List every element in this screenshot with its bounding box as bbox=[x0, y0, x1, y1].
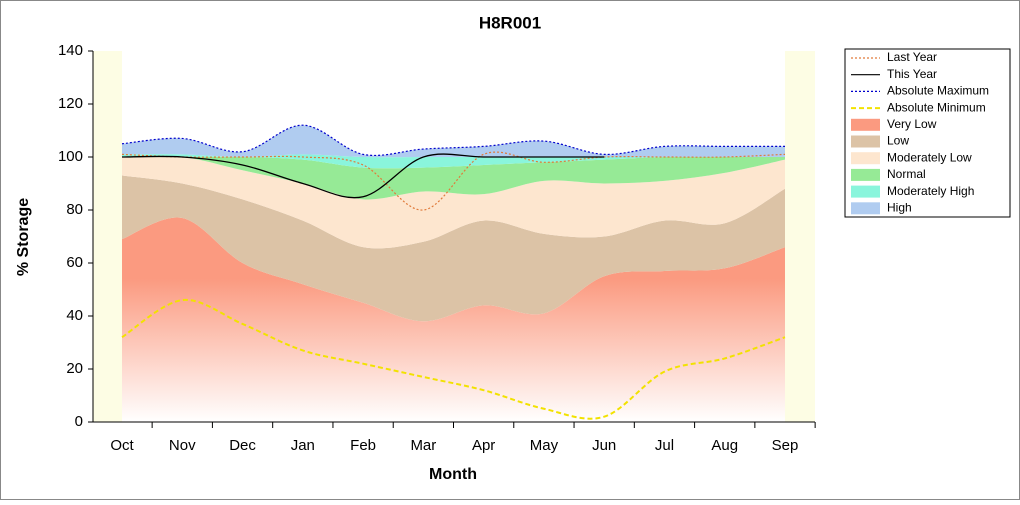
y-tick-label: 120 bbox=[58, 95, 83, 112]
y-tick-label: 0 bbox=[75, 413, 83, 430]
area-band bbox=[122, 217, 785, 422]
legend-swatch bbox=[851, 168, 880, 181]
x-tick-label: Feb bbox=[350, 437, 376, 454]
y-tick-label: 20 bbox=[66, 360, 83, 377]
area-band bbox=[122, 175, 785, 322]
legend-label: Very Low bbox=[887, 117, 937, 131]
x-tick-label: Sep bbox=[772, 437, 799, 454]
y-axis-label: % Storage bbox=[15, 198, 32, 276]
area-band bbox=[122, 154, 785, 169]
legend-swatch bbox=[851, 118, 880, 131]
legend-swatch bbox=[851, 185, 880, 198]
x-tick-label: Mar bbox=[410, 437, 436, 454]
legend-swatch bbox=[851, 152, 880, 165]
chart-title: H8R001 bbox=[479, 13, 541, 32]
y-tick-label: 60 bbox=[66, 254, 83, 271]
line-series bbox=[121, 299, 786, 420]
x-axis-label: Month bbox=[429, 466, 477, 483]
y-tick-label: 100 bbox=[58, 148, 83, 165]
y-tick-label: 80 bbox=[66, 201, 83, 218]
y-tick-label: 140 bbox=[58, 42, 83, 59]
legend-label: Moderately High bbox=[887, 184, 974, 198]
x-tick-label: Apr bbox=[472, 437, 495, 454]
legend-label: Normal bbox=[887, 167, 926, 181]
legend-swatch bbox=[851, 202, 880, 215]
line-series bbox=[121, 151, 786, 211]
x-tick-label: Aug bbox=[711, 437, 738, 454]
x-tick-label: May bbox=[530, 437, 559, 454]
legend-label: Absolute Minimum bbox=[887, 100, 986, 114]
legend-label: This Year bbox=[887, 67, 937, 81]
x-tick-label: Nov bbox=[169, 437, 196, 454]
x-tick-label: Jul bbox=[655, 437, 674, 454]
legend-label: Last Year bbox=[887, 50, 937, 64]
area-band bbox=[122, 156, 785, 249]
legend-label: High bbox=[887, 200, 912, 214]
line-series bbox=[121, 153, 605, 199]
area-band bbox=[122, 156, 785, 200]
x-tick-label: Dec bbox=[229, 437, 256, 454]
legend-label: Moderately Low bbox=[887, 150, 972, 164]
legend-swatch bbox=[851, 135, 880, 148]
x-tick-label: Jun bbox=[592, 437, 616, 454]
area-band bbox=[122, 125, 785, 158]
x-tick-label: Oct bbox=[110, 437, 134, 454]
y-tick-label: 40 bbox=[66, 307, 83, 324]
legend-label: Absolute Maximum bbox=[887, 84, 989, 98]
legend-label: Low bbox=[887, 134, 909, 148]
x-tick-label: Jan bbox=[291, 437, 315, 454]
line-series bbox=[121, 124, 785, 156]
